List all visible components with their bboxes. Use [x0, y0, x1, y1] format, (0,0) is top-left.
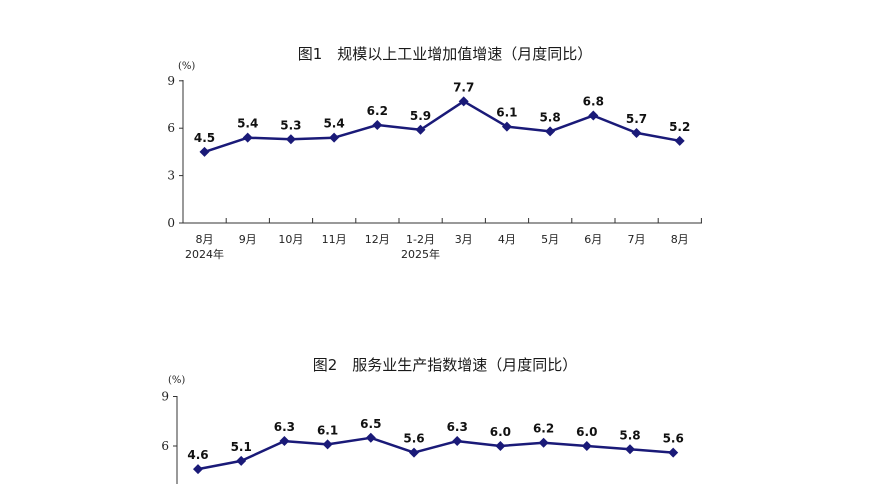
c1-xtick-label: 11月	[322, 233, 347, 246]
c1-data-point	[329, 132, 340, 143]
c2-data-point	[236, 455, 247, 466]
c1-data-label: 6.1	[496, 106, 517, 120]
c2-data-label: 4.6	[187, 448, 208, 462]
c1-xtick-label: 5月	[541, 233, 559, 246]
c2-ytick-label: 9	[161, 390, 169, 404]
c2-data-label: 6.1	[317, 423, 338, 437]
c1-data-label: 5.3	[280, 118, 301, 132]
c2-data-point	[581, 441, 592, 451]
c2-ytick-label: 6	[161, 439, 169, 453]
c1-ytick-label: 9	[167, 74, 175, 88]
c1-data-point	[631, 127, 642, 138]
c1-xtick-label: 9月	[239, 233, 257, 246]
c1-xtick-label: 7月	[628, 233, 646, 246]
c1-data-point	[415, 124, 426, 135]
c1-data-label: 5.8	[539, 110, 560, 124]
c2-data-point	[495, 441, 506, 451]
chart2-title: 图2 服务业生产指数增速（月度同比）	[313, 356, 578, 374]
c1-year-label: 2025年	[401, 247, 440, 261]
c1-data-point	[372, 120, 383, 131]
c1-data-point	[545, 126, 556, 137]
c1-data-label: 7.7	[453, 80, 474, 94]
c1-data-point	[458, 96, 469, 107]
c2-data-point	[279, 436, 290, 447]
c1-data-point	[501, 121, 512, 132]
c1-xtick-label: 1-2月	[406, 233, 435, 246]
c2-data-label: 6.5	[360, 417, 381, 431]
c1-xtick-label: 6月	[584, 233, 602, 246]
c1-data-point	[285, 134, 296, 145]
c1-year-label: 2024年	[185, 247, 224, 261]
c1-data-label: 5.7	[626, 112, 647, 126]
c1-xtick-label: 12月	[365, 233, 390, 246]
chart1-title: 图1 规模以上工业增加值增速（月度同比）	[298, 45, 593, 63]
c2-data-point	[365, 432, 376, 443]
c2-data-label: 6.3	[274, 420, 295, 434]
c1-data-label: 5.9	[410, 109, 431, 123]
c2-data-label: 6.0	[576, 425, 597, 439]
c1-xtick-label: 3月	[455, 233, 473, 246]
c1-data-label: 4.5	[194, 131, 215, 145]
c1-data-label: 6.2	[367, 104, 388, 118]
c2-data-label: 5.8	[619, 428, 640, 442]
c1-xtick-label: 8月	[196, 233, 214, 246]
c2-data-label: 6.3	[447, 420, 468, 434]
c1-data-point	[588, 110, 599, 121]
c1-xtick-label: 4月	[498, 233, 516, 246]
c1-xtick-label: 8月	[671, 233, 689, 246]
c2-data-point	[668, 447, 679, 458]
c2-data-label: 6.2	[533, 422, 554, 436]
chart2-series-line	[197, 436, 674, 471]
c2-data-label: 5.1	[231, 440, 252, 454]
c1-data-point	[674, 135, 685, 146]
c2-data-point	[625, 444, 635, 455]
c2-data-point	[193, 464, 203, 475]
chart1-series-line	[204, 100, 680, 154]
c1-ytick-label: 3	[167, 169, 175, 183]
c2-data-label: 5.6	[663, 432, 684, 446]
c1-data-label: 5.4	[323, 117, 344, 131]
c2-data-point	[409, 447, 419, 458]
c1-data-point	[242, 132, 253, 143]
c1-xtick-label: 10月	[278, 233, 303, 246]
c2-data-point	[452, 436, 463, 447]
c1-ytick-label: 0	[167, 216, 175, 230]
c1-data-label: 5.2	[669, 120, 690, 134]
c1-data-point	[199, 146, 210, 157]
c2-data-label: 6.0	[490, 425, 511, 439]
chart2-unit-label: (%)	[168, 375, 185, 386]
c2-data-label: 5.6	[403, 432, 424, 446]
c1-data-label: 5.4	[237, 117, 258, 131]
c1-ytick-label: 6	[167, 121, 175, 135]
c1-data-label: 6.8	[583, 95, 604, 109]
c2-data-point	[322, 439, 333, 450]
chart1-unit-label: (%)	[178, 61, 195, 72]
c2-data-point	[538, 437, 549, 448]
